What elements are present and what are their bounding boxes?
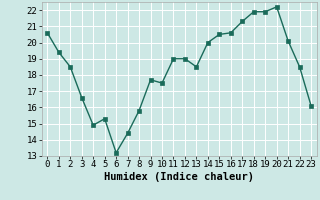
X-axis label: Humidex (Indice chaleur): Humidex (Indice chaleur) [104,172,254,182]
